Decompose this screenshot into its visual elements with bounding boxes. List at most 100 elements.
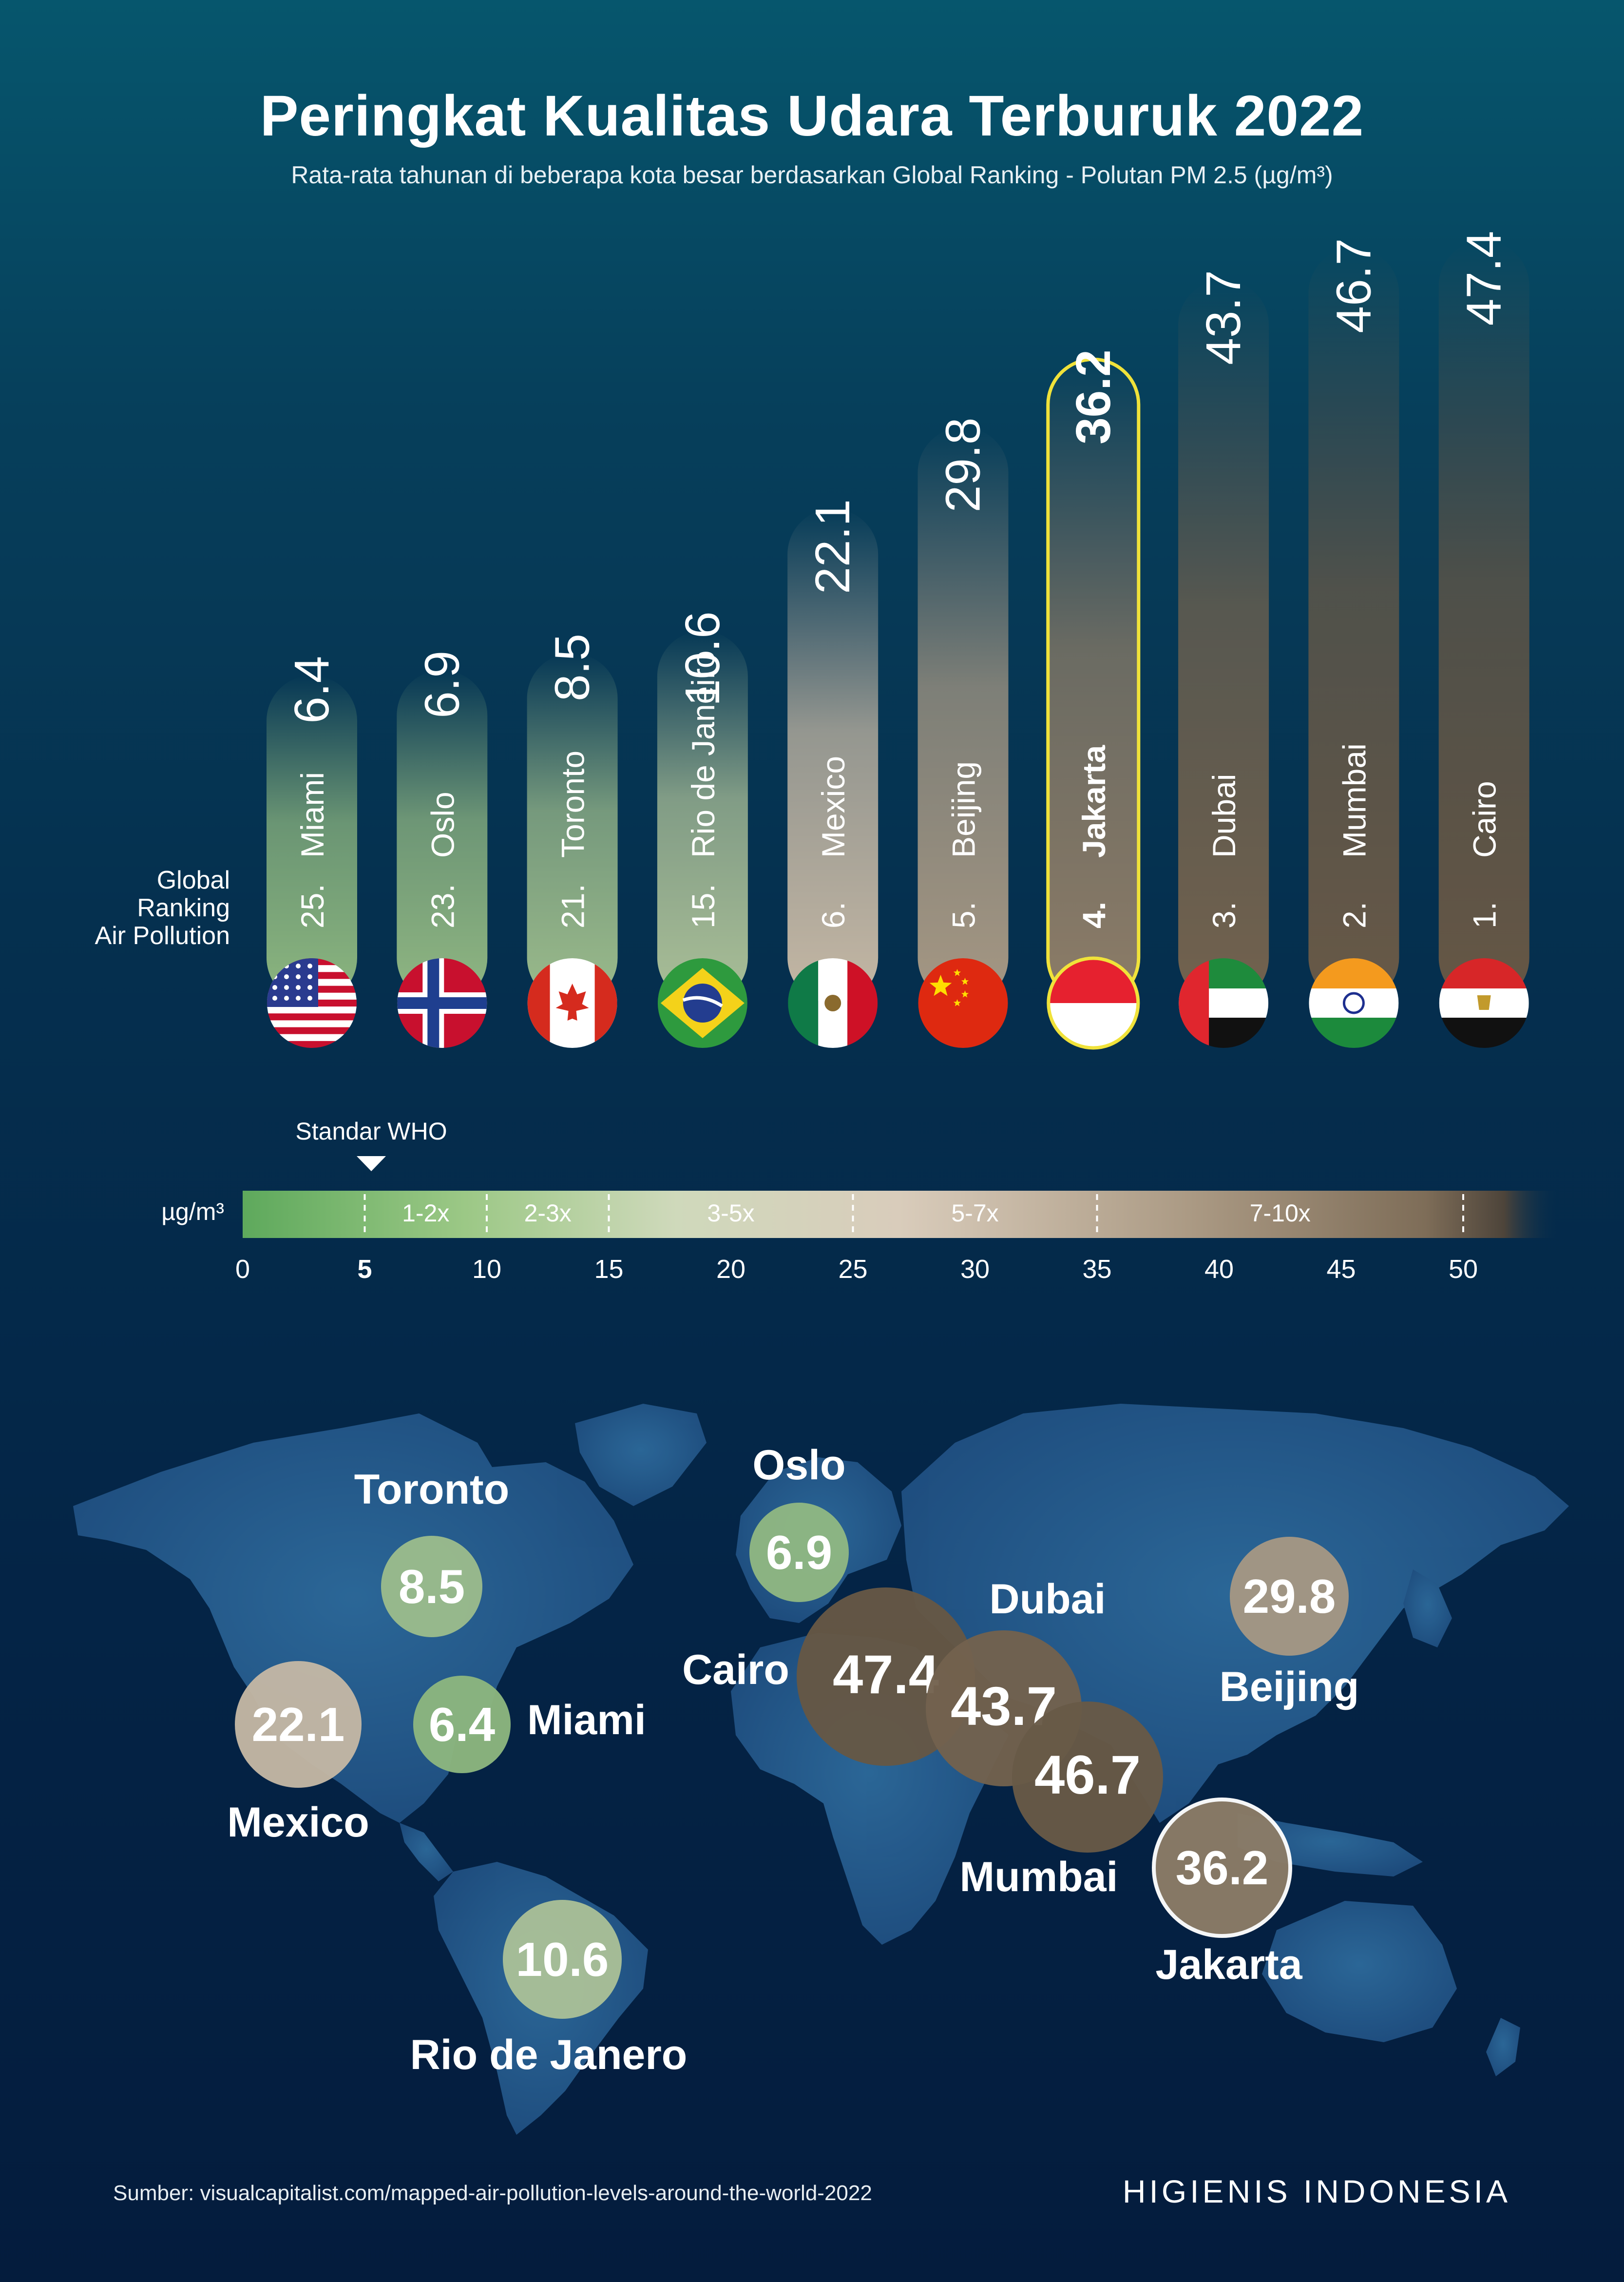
map-bubble-value: 6.4 (429, 1698, 495, 1751)
map-city-label: Jakarta (1155, 1941, 1302, 1988)
bar-city-label: Miami (294, 772, 330, 858)
new-zealand-shape (1486, 2018, 1520, 2076)
ranking-label-line3: Air Pollution (95, 922, 230, 950)
map-city-label: Miami (527, 1697, 646, 1743)
bar-value-label: 8.5 (545, 634, 600, 701)
map-bubble (1230, 1537, 1349, 1656)
bar-rank-label: 1. (1467, 902, 1503, 928)
map-marker-beijing: 29.8 Beijing (1220, 1537, 1359, 1710)
bar-group-cairo: 1. Cairo 47.4 (1438, 231, 1529, 1048)
scale-tick-label: 50 (1449, 1255, 1478, 1284)
japan-shape (1403, 1569, 1452, 1647)
bar (657, 631, 748, 1003)
egypt-flag-icon (1439, 958, 1529, 1048)
map-city-label: Cairo (682, 1646, 789, 1693)
map-bubble-value: 47.4 (833, 1644, 939, 1705)
china-flag-icon (918, 958, 1008, 1048)
bar-city-label: Oslo (424, 792, 460, 858)
bar-value-label: 10.6 (675, 611, 730, 706)
map-bubble (1152, 1798, 1292, 1938)
map-city-label: Mumbai (960, 1854, 1118, 1900)
map-bubble-value: 29.8 (1243, 1569, 1336, 1623)
map-bubble-value: 8.5 (399, 1560, 465, 1613)
bar-rank-label: 21. (555, 884, 591, 928)
bar-value-label: 43.7 (1196, 270, 1251, 365)
who-standard-label: Standar WHO (295, 1118, 447, 1145)
bar-group-mexico: 6. Mexico 22.1 (787, 499, 879, 1048)
map-marker-miami: 6.4 Miami (413, 1676, 646, 1773)
bar-rank-label: 3. (1206, 902, 1242, 928)
map-marker-jakarta: 36.2 Jakarta (1152, 1798, 1303, 1988)
bar-city-label: Mexico (815, 756, 851, 858)
scale-band-label: 3-5x (707, 1199, 754, 1227)
scale-tick-label: 20 (716, 1255, 745, 1284)
australia-shape (1262, 1901, 1457, 2042)
map-marker-mumbai: 46.7 Mumbai (960, 1702, 1163, 1900)
bar-rank-label: 15. (685, 884, 721, 928)
bar-rank-label: 5. (946, 902, 982, 928)
bar-value-label: 29.8 (936, 418, 991, 513)
scale-tick-label: 35 (1082, 1255, 1111, 1284)
map-bubble (381, 1536, 482, 1637)
bar-city-label: Dubai (1206, 774, 1242, 858)
map-marker-toronto: 8.5 Toronto (354, 1466, 509, 1637)
map-city-label: Mexico (227, 1799, 369, 1846)
ranking-label-line2: Ranking (137, 894, 230, 922)
map-bubble (749, 1503, 849, 1602)
mexico-flag-icon (788, 958, 878, 1048)
scale-tick-label: 5 (357, 1255, 372, 1284)
scale-tick-label: 10 (472, 1255, 501, 1284)
bar (1178, 280, 1269, 1003)
usa-flag-icon (267, 958, 357, 1048)
indonesia-flag-icon (1047, 956, 1140, 1050)
map-city-label: Toronto (354, 1466, 509, 1513)
map-bubble-value: 22.1 (252, 1698, 345, 1751)
page-title: Peringkat Kualitas Udara Terburuk 2022 (260, 84, 1364, 148)
bar-city-label: Rio de Janeiro (685, 650, 721, 858)
bar-city-label: Mumbai (1336, 743, 1372, 858)
page-subtitle: Rata-rata tahunan di beberapa kota besar… (291, 161, 1333, 189)
bar-rank-label: 6. (815, 902, 851, 928)
bar-chart: 25. Miami 6.4 23. Oslo 6.9 21. Toronto 8.5 15. Rio… (267, 231, 1529, 1050)
map-bubble-value: 10.6 (516, 1933, 609, 1986)
bar-rank-label: 2. (1336, 902, 1372, 928)
brand-logo-text: HIGIENIS INDONESIA (1122, 2173, 1511, 2209)
bar-city-label: Cairo (1467, 781, 1503, 858)
bar (527, 653, 618, 1003)
bar-city-label: Jakarta (1076, 745, 1112, 858)
scale-band-label: 1-2x (402, 1199, 449, 1227)
scale-gradient-bar (243, 1191, 1557, 1238)
bar-group-beijing: 5. Beijing 29.8 (917, 418, 1009, 1048)
bar-rank-label: 23. (424, 884, 460, 928)
bar-group-toronto: 21. Toronto 8.5 (527, 634, 618, 1048)
bar-city-label: Beijing (946, 761, 982, 858)
map-bubble (503, 1900, 622, 2019)
source-credit: Sumber: visualcapitalist.com/mapped-air-… (113, 2181, 872, 2205)
scale-tick-label: 45 (1326, 1255, 1356, 1284)
who-scale: µg/m³ Standar WHO 1-2x 2-3x 3-5x 5-7x 7-10x … (161, 1118, 1557, 1284)
bar (917, 427, 1009, 1003)
canada-flag-icon (527, 958, 617, 1048)
map-bubble-value: 46.7 (1034, 1744, 1141, 1805)
bar (1308, 248, 1399, 1004)
map-city-label: Dubai (990, 1576, 1106, 1623)
map-marker-rio-de-janero: 10.6 Rio de Janero (410, 1900, 687, 2078)
bar-value-label: 46.7 (1326, 238, 1381, 333)
ranking-label-line1: Global (157, 866, 230, 894)
scale-tick-label: 25 (838, 1255, 867, 1284)
india-flag-icon (1309, 958, 1399, 1048)
map-bubble-value: 6.9 (766, 1526, 832, 1579)
bar (787, 509, 879, 1003)
north-america-shape (73, 1413, 633, 1823)
map-marker-oslo: 6.9 Oslo (749, 1442, 849, 1602)
brazil-flag-icon (657, 958, 747, 1048)
bar-group-jakarta: 4. Jakarta 36.2 (1046, 349, 1141, 1050)
bar-group-mumbai: 2. Mumbai 46.7 (1308, 238, 1399, 1048)
scale-unit-label: µg/m³ (161, 1198, 224, 1225)
bar-value-label: 47.4 (1457, 231, 1511, 326)
scale-band-label: 2-3x (524, 1199, 572, 1227)
